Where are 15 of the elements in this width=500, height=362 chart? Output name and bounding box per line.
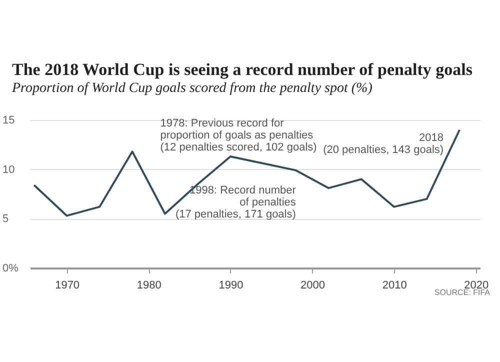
annotation: 2018 (20 penalties, 143 goals) <box>323 132 444 156</box>
x-tick-label: 1990 <box>218 280 244 292</box>
y-tick-label: 15 <box>2 114 15 126</box>
chart-title: The 2018 World Cup is seeing a record number of penalty goals <box>12 60 473 79</box>
annotation: 1998: Record number of penalties (17 penalties, 171 goals) <box>175 184 296 220</box>
x-tick-label: 2000 <box>300 280 326 292</box>
annotation: 1978: Previous record for proportion of goals as penalties (12 penalties scored, 102 goals) <box>160 118 317 154</box>
chart-subtitle: Proportion of World Cup goals scored from the penalty spot (%) <box>11 81 373 96</box>
x-tick-label: 1970 <box>55 280 80 292</box>
y-tick-label: 5 <box>2 213 9 226</box>
y-tick-label: 0% <box>2 262 19 274</box>
x-tick-label: 1980 <box>136 280 162 292</box>
y-tick-label: 10 <box>2 164 15 176</box>
x-tick-label: 2010 <box>382 280 407 292</box>
source-note: SOURCE: FIFA <box>434 288 491 297</box>
